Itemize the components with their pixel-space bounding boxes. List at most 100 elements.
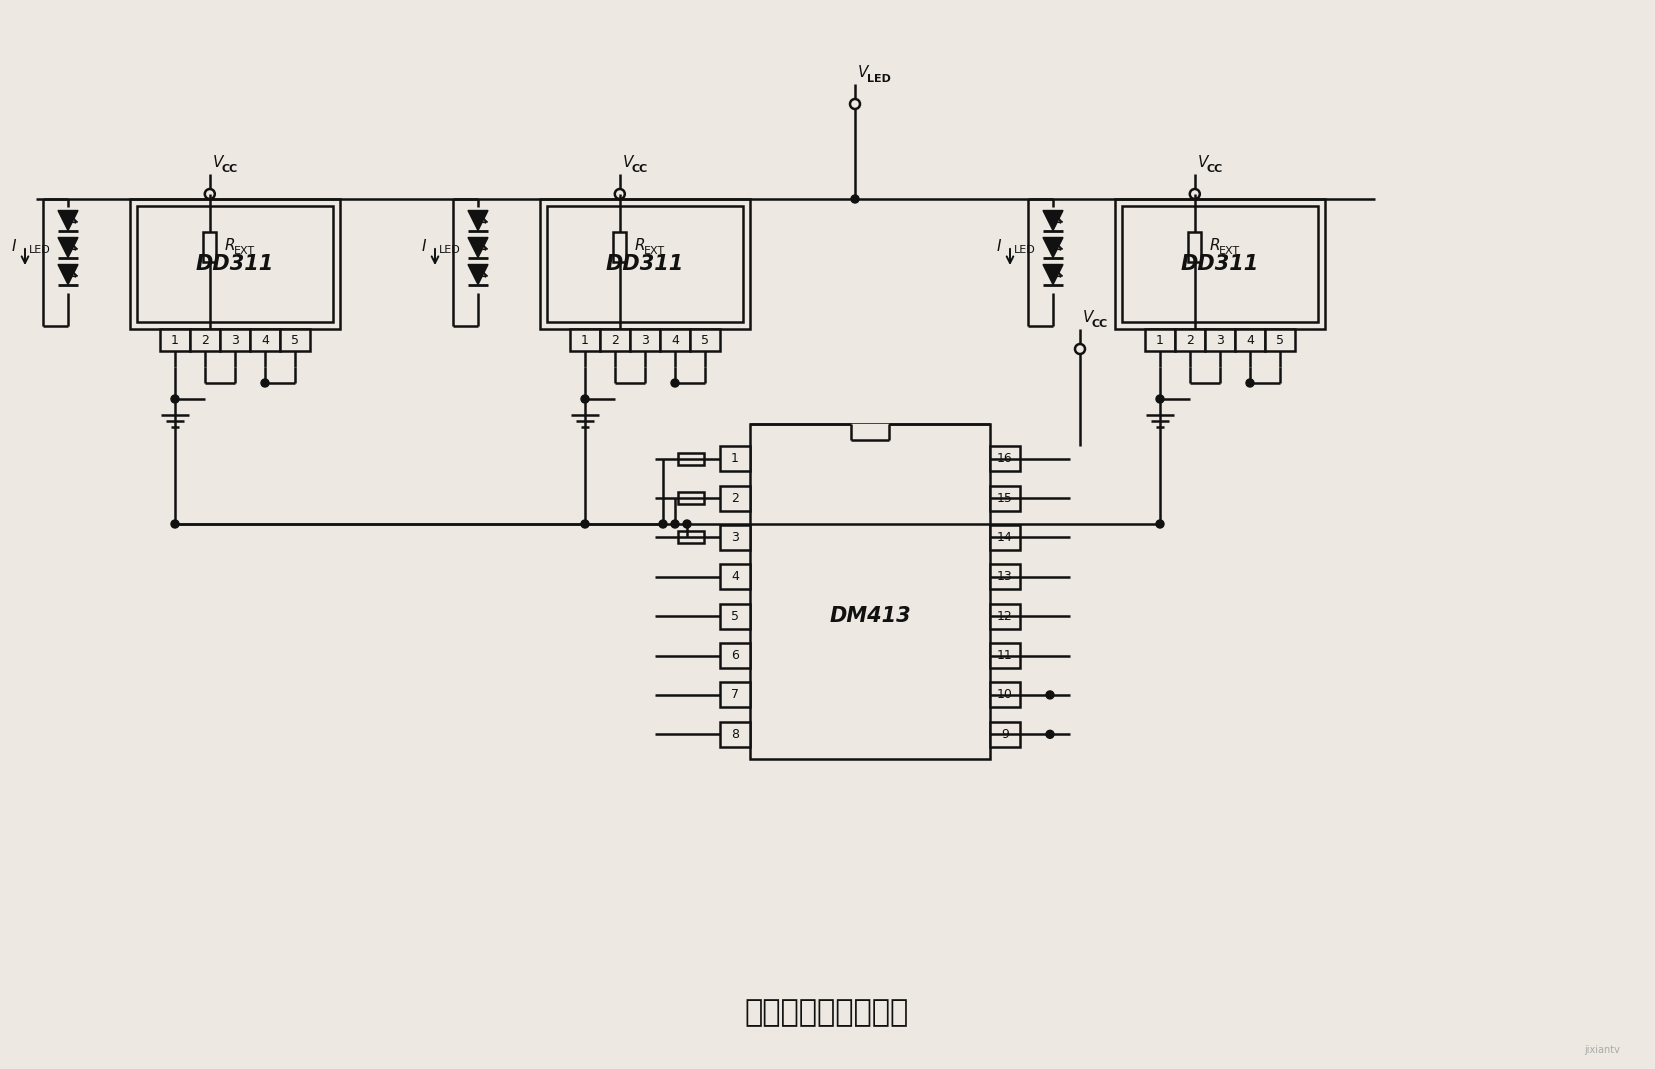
Bar: [1175, 329, 1205, 351]
Polygon shape: [1043, 264, 1063, 284]
Circle shape: [1155, 396, 1163, 403]
Text: $V$: $V$: [857, 64, 871, 80]
Text: 3: 3: [232, 334, 238, 346]
Text: 9: 9: [1001, 728, 1010, 741]
Text: 7: 7: [732, 688, 740, 701]
Bar: [750, 424, 990, 759]
Bar: [548, 206, 743, 322]
Text: $V$: $V$: [1082, 309, 1096, 325]
Text: 14: 14: [996, 531, 1013, 544]
Circle shape: [670, 379, 679, 387]
Text: EXT: EXT: [644, 246, 665, 255]
Text: CC: CC: [222, 164, 238, 174]
Polygon shape: [58, 237, 78, 258]
Circle shape: [261, 379, 270, 387]
Bar: [851, 424, 889, 440]
Circle shape: [1046, 730, 1054, 739]
Text: EXT: EXT: [233, 246, 255, 255]
Bar: [720, 564, 750, 589]
Bar: [990, 446, 1019, 471]
Circle shape: [1246, 379, 1254, 387]
Text: LED: LED: [1015, 245, 1036, 255]
Polygon shape: [58, 264, 78, 284]
Text: 4: 4: [732, 571, 738, 584]
Bar: [1235, 329, 1264, 351]
Bar: [161, 329, 190, 351]
Polygon shape: [1043, 211, 1063, 231]
Text: 13: 13: [996, 571, 1013, 584]
Bar: [720, 446, 750, 471]
Text: 精确大电流驱动电路: 精确大电流驱动电路: [745, 998, 909, 1027]
Text: 5: 5: [732, 609, 740, 622]
Bar: [990, 644, 1019, 668]
Text: EXT: EXT: [1218, 246, 1240, 255]
Text: jixiantv: jixiantv: [1584, 1045, 1620, 1055]
Circle shape: [581, 520, 589, 528]
Text: 11: 11: [996, 649, 1013, 662]
Text: 2: 2: [611, 334, 619, 346]
Text: CC: CC: [632, 164, 649, 174]
Bar: [720, 682, 750, 708]
Bar: [990, 564, 1019, 589]
Circle shape: [659, 520, 667, 528]
Bar: [131, 199, 339, 329]
Text: 3: 3: [732, 531, 738, 544]
Bar: [720, 525, 750, 549]
Polygon shape: [468, 237, 488, 258]
Polygon shape: [468, 211, 488, 231]
Bar: [1264, 329, 1294, 351]
Bar: [1115, 199, 1326, 329]
Bar: [204, 232, 217, 262]
Bar: [1122, 206, 1317, 322]
Bar: [569, 329, 601, 351]
Text: LED: LED: [439, 245, 460, 255]
Text: DD311: DD311: [195, 254, 275, 274]
Bar: [990, 604, 1019, 629]
Bar: [990, 722, 1019, 747]
Text: 5: 5: [291, 334, 300, 346]
Text: $V$: $V$: [212, 154, 225, 170]
Bar: [690, 329, 720, 351]
Text: $I$: $I$: [420, 238, 427, 254]
Text: 5: 5: [702, 334, 708, 346]
Text: $R$: $R$: [223, 237, 235, 253]
Circle shape: [170, 396, 179, 403]
Text: 16: 16: [996, 452, 1013, 465]
Text: CC: CC: [1206, 164, 1223, 174]
Text: 2: 2: [732, 492, 738, 505]
Text: 8: 8: [732, 728, 740, 741]
Bar: [540, 199, 750, 329]
Bar: [990, 525, 1019, 549]
Text: LED: LED: [30, 245, 51, 255]
Text: $I$: $I$: [996, 238, 1001, 254]
Bar: [250, 329, 280, 351]
Bar: [137, 206, 333, 322]
Circle shape: [670, 520, 679, 528]
Text: 4: 4: [670, 334, 679, 346]
Bar: [720, 604, 750, 629]
Text: 12: 12: [996, 609, 1013, 622]
Circle shape: [684, 520, 692, 528]
Polygon shape: [468, 264, 488, 284]
Bar: [679, 531, 703, 543]
Polygon shape: [1043, 237, 1063, 258]
Bar: [720, 485, 750, 511]
Polygon shape: [58, 211, 78, 231]
Bar: [679, 452, 703, 465]
Text: 10: 10: [996, 688, 1013, 701]
Text: 15: 15: [996, 492, 1013, 505]
Bar: [660, 329, 690, 351]
Text: 5: 5: [1276, 334, 1284, 346]
Text: 1: 1: [1157, 334, 1163, 346]
Bar: [190, 329, 220, 351]
Text: LED: LED: [867, 74, 890, 84]
Bar: [990, 682, 1019, 708]
Bar: [679, 492, 703, 505]
Text: $V$: $V$: [1197, 154, 1210, 170]
Circle shape: [1046, 691, 1054, 699]
Text: 2: 2: [200, 334, 209, 346]
Bar: [720, 644, 750, 668]
Circle shape: [581, 396, 589, 403]
Circle shape: [170, 520, 179, 528]
Text: DD311: DD311: [1182, 254, 1259, 274]
